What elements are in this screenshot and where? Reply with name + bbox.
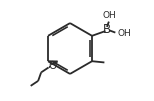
Text: O: O (49, 61, 57, 71)
Text: OH: OH (102, 11, 116, 20)
Text: OH: OH (117, 29, 131, 38)
Text: B: B (103, 23, 111, 36)
